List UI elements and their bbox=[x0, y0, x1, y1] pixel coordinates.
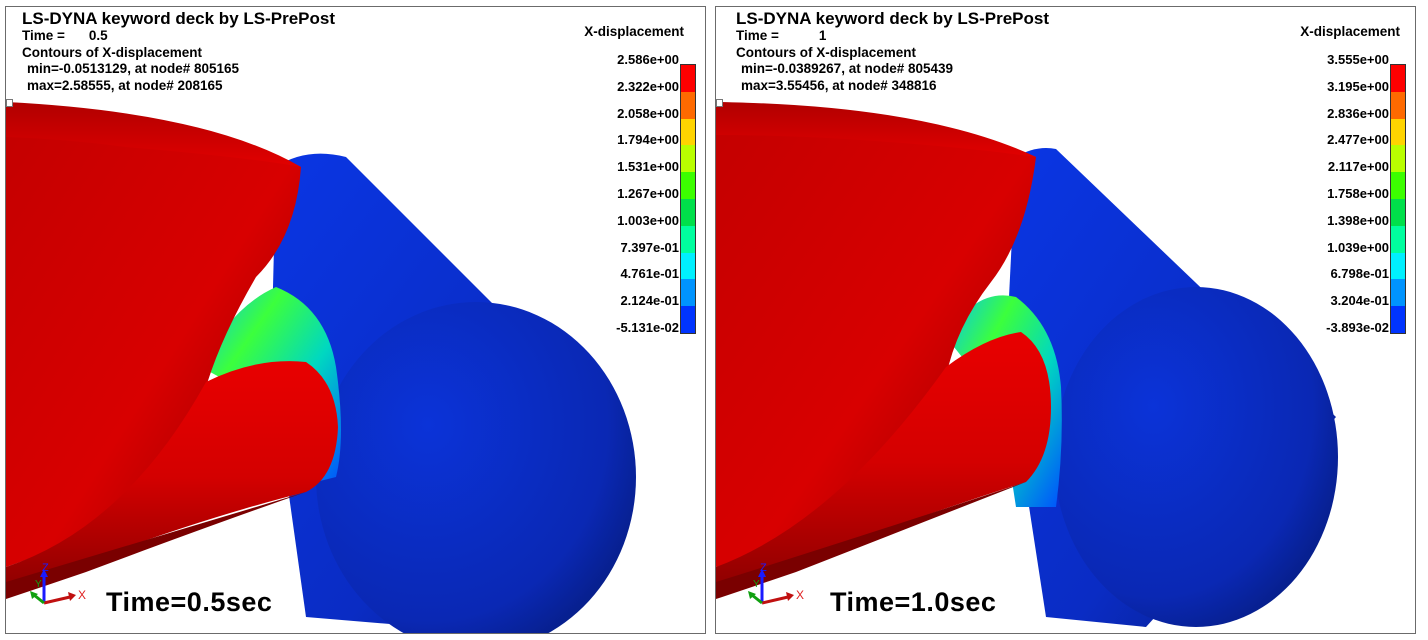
legend-value: 1.039e+00 bbox=[1327, 239, 1389, 255]
legend-value: 2.058e+00 bbox=[617, 105, 679, 121]
legend-value: 1.003e+00 bbox=[617, 212, 679, 228]
legend-color-segment bbox=[681, 118, 695, 146]
max-text: max=3.55456, at node# 348816 bbox=[741, 77, 937, 93]
deck-title: LS-DYNA keyword deck by LS-PrePost bbox=[22, 9, 336, 28]
legend-title: X-displacement bbox=[584, 24, 684, 39]
time-caption: Time=1.0sec bbox=[830, 587, 997, 617]
hull-top-rim bbox=[716, 102, 1036, 157]
legend-color-segment bbox=[1391, 306, 1405, 333]
legend-value: 1.758e+00 bbox=[1327, 185, 1389, 201]
time-line: Time = 0.5 bbox=[22, 28, 335, 45]
legend-value: 7.397e-01 bbox=[620, 239, 679, 255]
legend-color-segment bbox=[681, 225, 695, 253]
legend-color-bar bbox=[680, 64, 696, 334]
model-info-header: LS-DYNA keyword deck by LS-PrePost Time … bbox=[22, 9, 335, 94]
hull-bulb bbox=[6, 361, 338, 592]
legend-value: 1.398e+00 bbox=[1327, 212, 1389, 228]
svg-text:X: X bbox=[78, 588, 86, 602]
legend-color-segment bbox=[1391, 198, 1405, 226]
max-text: max=2.58555, at node# 208165 bbox=[27, 77, 223, 93]
hull-top-rim bbox=[6, 102, 301, 167]
svg-text:X: X bbox=[796, 588, 804, 602]
legend-color-segment bbox=[681, 172, 695, 199]
legend-color-segment bbox=[1391, 279, 1405, 307]
time-caption: Time=0.5sec bbox=[106, 587, 273, 617]
time-label: Time = bbox=[22, 28, 65, 43]
legend-labels: 2.586e+00 2.322e+00 2.058e+00 1.794e+00 … bbox=[583, 52, 679, 347]
legend-color-segment bbox=[681, 91, 695, 119]
time-value: 1 bbox=[818, 28, 827, 43]
legend-value: 3.204e-01 bbox=[1330, 293, 1389, 309]
min-text: min=-0.0513129, at node# 805165 bbox=[27, 61, 240, 76]
legend-color-segment bbox=[1391, 225, 1405, 253]
cylinder-end-cap bbox=[1054, 287, 1338, 627]
legend-color-bar bbox=[1390, 64, 1406, 334]
legend-value: 1.267e+00 bbox=[617, 185, 679, 201]
time-value: 0.5 bbox=[88, 28, 108, 43]
svg-text:Y: Y bbox=[35, 579, 42, 590]
axis-triad-icon: Z Y X bbox=[30, 562, 86, 605]
legend-color-segment bbox=[681, 65, 695, 92]
legend-value: 2.586e+00 bbox=[617, 52, 679, 67]
fem-model-render[interactable] bbox=[6, 7, 705, 633]
legend-color-segment bbox=[1391, 65, 1405, 92]
legend-value: 4.761e-01 bbox=[620, 266, 679, 282]
time-line: Time = 1 bbox=[736, 28, 1049, 45]
legend-color-segment bbox=[1391, 252, 1405, 280]
cylinder-end-cap bbox=[316, 302, 636, 633]
legend-value: 2.322e+00 bbox=[617, 78, 679, 94]
legend-value: 2.836e+00 bbox=[1327, 105, 1389, 121]
hull-body bbox=[716, 102, 1036, 567]
legend-color-segment bbox=[681, 306, 695, 333]
legend-color-segment bbox=[681, 198, 695, 226]
legend-color-segment bbox=[681, 279, 695, 307]
hull-bulb bbox=[716, 332, 1051, 592]
hull-bulb-shadow bbox=[716, 482, 1026, 599]
legend-labels: 3.555e+00 3.195e+00 2.836e+00 2.477e+00 … bbox=[1293, 52, 1389, 347]
viewport-panel-left[interactable]: LS-DYNA keyword deck by LS-PrePost Time … bbox=[5, 6, 706, 634]
contour-label: Contours of X-displacement bbox=[22, 44, 203, 60]
legend-color-segment bbox=[1391, 91, 1405, 119]
svg-text:Y: Y bbox=[753, 579, 760, 590]
model-info-header: LS-DYNA keyword deck by LS-PrePost Time … bbox=[736, 9, 1049, 94]
legend-value: 3.195e+00 bbox=[1327, 78, 1389, 94]
fem-model-render[interactable] bbox=[716, 7, 1415, 633]
time-label: Time = bbox=[736, 28, 779, 43]
hull-body bbox=[6, 102, 301, 567]
legend-title: X-displacement bbox=[1300, 24, 1400, 39]
svg-text:Z: Z bbox=[760, 562, 767, 574]
corner-mark bbox=[716, 99, 723, 107]
legend-value: 1.531e+00 bbox=[617, 159, 679, 175]
contour-label: Contours of X-displacement bbox=[736, 44, 917, 60]
legend-value: -5.131e-02 bbox=[616, 319, 679, 335]
legend-value: -3.893e-02 bbox=[1326, 319, 1389, 335]
svg-text:Z: Z bbox=[42, 562, 49, 574]
viewport-panel-right[interactable]: LS-DYNA keyword deck by LS-PrePost Time … bbox=[715, 6, 1416, 634]
legend-color-segment bbox=[1391, 172, 1405, 199]
legend-color-segment bbox=[681, 145, 695, 173]
legend-color-segment bbox=[1391, 145, 1405, 173]
legend-color-segment bbox=[1391, 118, 1405, 146]
legend-value: 2.117e+00 bbox=[1327, 159, 1389, 175]
legend-color-segment bbox=[681, 252, 695, 280]
legend-value: 6.798e-01 bbox=[1330, 266, 1389, 282]
axis-triad-icon: Z Y X bbox=[748, 562, 804, 605]
hull-bulb-shadow bbox=[6, 492, 306, 599]
deck-title: LS-DYNA keyword deck by LS-PrePost bbox=[736, 9, 1050, 28]
legend-value: 1.794e+00 bbox=[617, 132, 679, 148]
legend-value: 3.555e+00 bbox=[1327, 52, 1389, 67]
legend-value: 2.477e+00 bbox=[1327, 132, 1389, 148]
corner-mark bbox=[6, 99, 13, 107]
legend-value: 2.124e-01 bbox=[620, 293, 679, 309]
min-text: min=-0.0389267, at node# 805439 bbox=[741, 61, 954, 76]
